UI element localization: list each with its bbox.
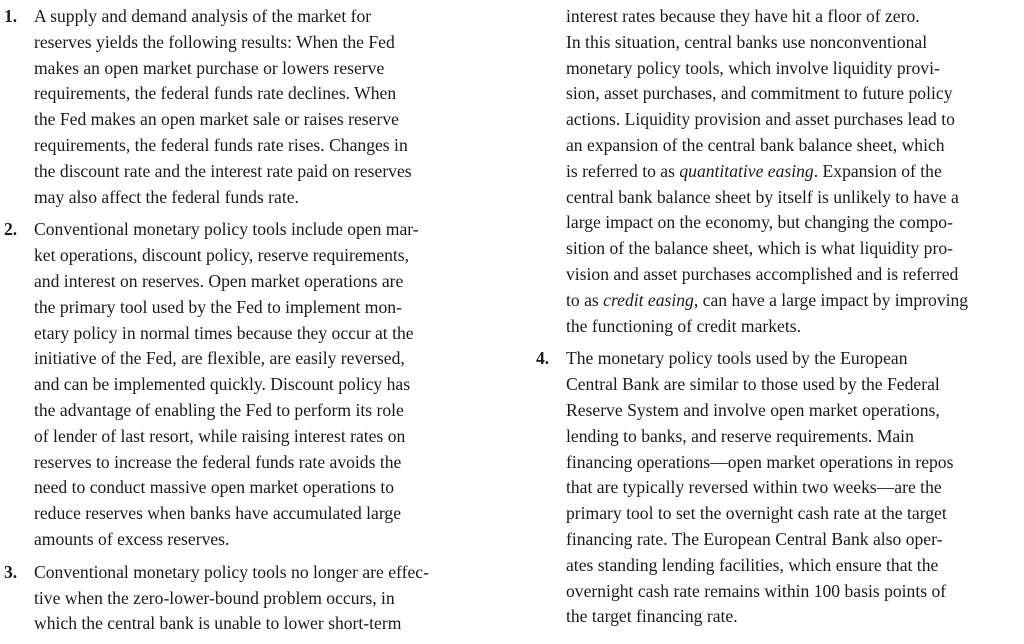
text-line: Reserve System and involve open market o… bbox=[566, 399, 940, 420]
text-line: reduce reserves when banks have accumula… bbox=[34, 503, 402, 524]
right-column: interest rates because they have hit a f… bbox=[536, 4, 1022, 630]
summary-item-4: 4. The monetary policy tools used by the … bbox=[536, 346, 1022, 630]
text-line: ket operations, discount policy, reserve… bbox=[34, 245, 410, 266]
text-line: an expansion of the central bank balance… bbox=[566, 134, 945, 155]
text-fragment: . Expansion of the bbox=[813, 160, 942, 181]
text-line: the Fed makes an open market sale or rai… bbox=[34, 109, 399, 130]
text-line: reserves to increase the federal funds r… bbox=[34, 451, 402, 472]
text-line: overnight cash rate remains within 100 b… bbox=[566, 580, 947, 601]
text-line: initiative of the Fed, are flexible, are… bbox=[34, 348, 405, 369]
text-line: lending to banks, and reserve requiremen… bbox=[566, 425, 914, 446]
left-column: 1. A supply and demand analysis of the ma… bbox=[4, 4, 488, 637]
text-line: financing operations—open market operati… bbox=[566, 451, 954, 472]
text-fragment: , can have a large impact by improving bbox=[693, 289, 969, 310]
text-line: may also affect the federal funds rate. bbox=[34, 186, 299, 207]
summary-item-1: 1. A supply and demand analysis of the ma… bbox=[4, 4, 488, 210]
text-line: sion, asset purchases, and commitment to… bbox=[566, 83, 953, 104]
text-line: and can be implemented quickly. Discount… bbox=[34, 374, 411, 395]
text-line: A supply and demand analysis of the mark… bbox=[34, 6, 372, 26]
text-line: central bank balance sheet by itself is … bbox=[566, 186, 959, 207]
text-line: requirements, the federal funds rate dec… bbox=[34, 83, 397, 104]
text-line: etary policy in normal times because the… bbox=[34, 322, 414, 343]
text-line: requirements, the federal funds rate ris… bbox=[34, 134, 408, 155]
text-line: of lender of last resort, while raising … bbox=[34, 425, 406, 446]
summary-item-3: 3. Conventional monetary policy tools no … bbox=[4, 560, 488, 637]
text-line: ates standing lending facilities, which … bbox=[566, 554, 939, 575]
item-number: 3. bbox=[4, 561, 18, 582]
text-line: reserves yields the following results: W… bbox=[34, 31, 395, 52]
text-line: monetary policy tools, which involve liq… bbox=[566, 57, 940, 78]
item-number: 1. bbox=[4, 6, 18, 26]
text-line: the target financing rate. bbox=[566, 606, 738, 627]
text-line: that are typically reversed within two w… bbox=[566, 477, 942, 498]
text-fragment: is referred to as bbox=[566, 160, 680, 181]
text-line: the advantage of enabling the Fed to per… bbox=[34, 399, 404, 420]
key-term-credit-easing: credit easing bbox=[603, 289, 694, 310]
text-line: the primary tool used by the Fed to impl… bbox=[34, 296, 402, 317]
text-fragment: to as bbox=[566, 289, 604, 310]
item-number: 4. bbox=[536, 348, 550, 369]
text-line: primary tool to set the overnight cash r… bbox=[566, 503, 947, 524]
text-line: Conventional monetary policy tools no lo… bbox=[34, 561, 429, 582]
text-line: makes an open market purchase or lowers … bbox=[34, 57, 385, 78]
summary-item-2: 2. Conventional monetary policy tools inc… bbox=[4, 217, 488, 552]
key-term-quantitative-easing: quantitative easing bbox=[679, 160, 814, 181]
text-line: the functioning of credit markets. bbox=[566, 315, 801, 336]
text-line: Central Bank are similar to those used b… bbox=[566, 374, 940, 395]
text-line: large impact on the economy, but changin… bbox=[566, 212, 953, 233]
text-line: and interest on reserves. Open market op… bbox=[34, 270, 404, 291]
text-line: The monetary policy tools used by the Eu… bbox=[566, 348, 908, 369]
text-line: actions. Liquidity provision and asset p… bbox=[566, 109, 955, 130]
item-number: 2. bbox=[4, 219, 18, 240]
text-line: interest rates because they have hit a f… bbox=[566, 6, 920, 26]
text-line: amounts of excess reserves. bbox=[34, 528, 230, 549]
text-line: financing rate. The European Central Ban… bbox=[566, 528, 943, 549]
text-line: vision and asset purchases accomplished … bbox=[566, 263, 959, 284]
text-line-with-term: to as credit easing, can have a large im… bbox=[536, 288, 1022, 314]
text-line: sition of the balance sheet, which is wh… bbox=[566, 238, 953, 259]
text-line: tive when the zero-lower-bound problem o… bbox=[34, 587, 395, 608]
text-line: Conventional monetary policy tools inclu… bbox=[34, 219, 419, 240]
text-line: the discount rate and the interest rate … bbox=[34, 160, 412, 181]
text-line: which the central bank is unable to lowe… bbox=[34, 613, 402, 634]
text-line-with-term: is referred to as quantitative easing. E… bbox=[536, 159, 1022, 185]
text-line: need to conduct massive open market oper… bbox=[34, 477, 395, 498]
summary-item-3-continued: interest rates because they have hit a f… bbox=[536, 4, 1022, 339]
text-line: In this situation, central banks use non… bbox=[566, 31, 928, 52]
